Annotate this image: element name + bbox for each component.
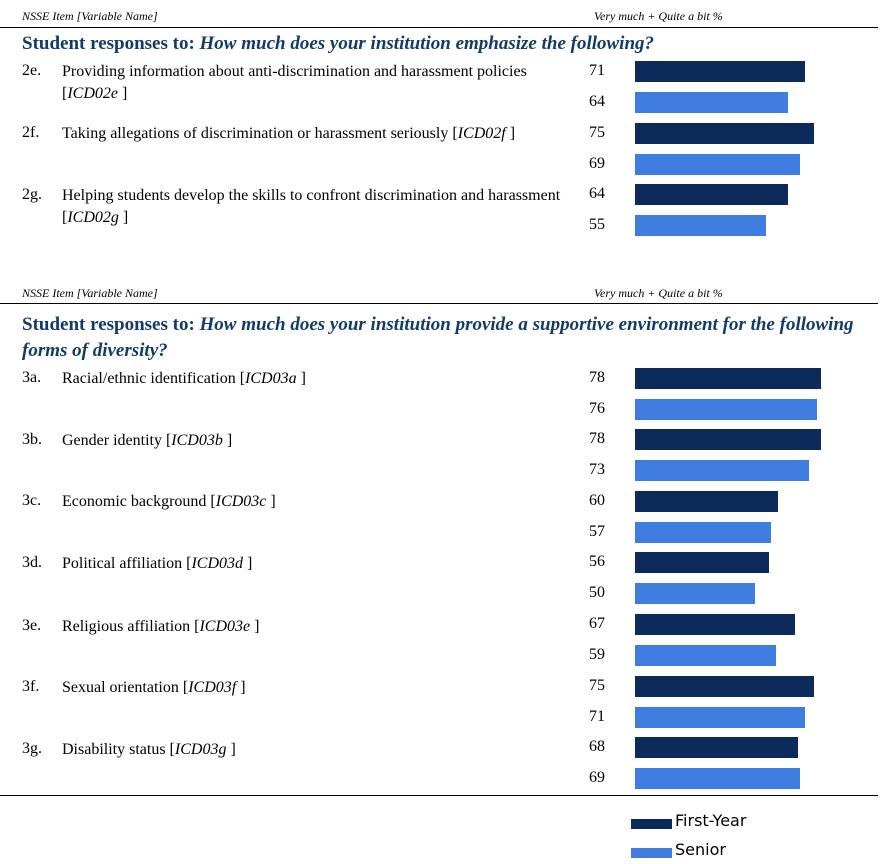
bar-first-year [635,676,814,697]
item-code: 3e. [22,617,42,634]
bar-first-year [635,61,805,82]
item-code: 3b. [22,431,42,448]
item-label: Racial/ethnic identification [ICD03a ] [62,370,306,387]
section-title: Student responses to: How much does your… [22,33,655,54]
percent-column-header: Very much + Quite a bit % [594,286,723,300]
item-label: Religious affiliation [ICD03e ] [62,618,260,635]
legend-label-first-year: First-Year [675,811,747,830]
bottom-rule [0,795,878,796]
bar-senior [635,154,800,175]
data-label-senior: 50 [589,584,605,601]
item-code: 3f. [22,678,40,695]
data-label-first-year: 78 [589,369,605,386]
data-label-senior: 59 [589,646,605,663]
bar-senior [635,583,755,604]
item-code: 2e. [22,62,42,79]
bar-first-year [635,614,795,635]
item-code: 3g. [22,740,42,757]
data-label-senior: 69 [589,769,605,786]
bar-first-year [635,368,821,389]
bar-first-year [635,184,788,205]
bar-senior [635,460,809,481]
data-label-senior: 76 [589,400,605,417]
bar-first-year [635,552,769,573]
item-label: Disability status [ICD03g ] [62,741,236,758]
data-label-senior: 64 [589,93,605,110]
item-label: Economic background [ICD03c ] [62,493,276,510]
item-label: Political affiliation [ICD03d ] [62,555,253,572]
data-label-senior: 55 [589,216,605,233]
section-title: Student responses to: How much does your… [22,314,854,361]
item-label: Helping students develop the skills to c… [62,187,561,226]
bar-senior [635,399,817,420]
item-code: 2f. [22,124,40,141]
header-rule [0,27,878,28]
data-label-first-year: 75 [589,124,605,141]
bar-first-year [635,737,798,758]
item-label: Gender identity [ICD03b ] [62,432,233,449]
bar-first-year [635,123,814,144]
data-label-senior: 71 [589,708,605,725]
data-label-senior: 69 [589,155,605,172]
legend-label-senior: Senior [675,840,726,859]
data-label-senior: 73 [589,461,605,478]
data-label-senior: 57 [589,523,605,540]
data-label-first-year: 75 [589,677,605,694]
data-label-first-year: 64 [589,185,605,202]
data-label-first-year: 67 [589,615,605,632]
item-label: Sexual orientation [ICD03f ] [62,679,246,696]
item-label: Taking allegations of discrimination or … [62,125,516,142]
item-code: 2g. [22,186,42,203]
bar-first-year [635,491,778,512]
bar-senior [635,215,766,236]
item-label: Providing information about anti-discrim… [62,63,527,102]
legend-swatch-first-year [631,819,672,829]
data-label-first-year: 78 [589,430,605,447]
item-column-header: NSSE Item [Variable Name] [22,9,158,23]
bar-senior [635,92,788,113]
bar-senior [635,768,800,789]
bar-senior [635,522,771,543]
item-column-header: NSSE Item [Variable Name] [22,286,158,300]
data-label-first-year: 60 [589,492,605,509]
header-rule [0,303,878,304]
item-code: 3c. [22,492,42,509]
data-label-first-year: 56 [589,553,605,570]
data-label-first-year: 68 [589,738,605,755]
data-label-first-year: 71 [589,62,605,79]
item-code: 3a. [22,369,42,386]
legend-swatch-senior [631,848,672,858]
bar-senior [635,645,776,666]
bar-senior [635,707,805,728]
percent-column-header: Very much + Quite a bit % [594,9,723,23]
item-code: 3d. [22,554,42,571]
bar-first-year [635,429,821,450]
